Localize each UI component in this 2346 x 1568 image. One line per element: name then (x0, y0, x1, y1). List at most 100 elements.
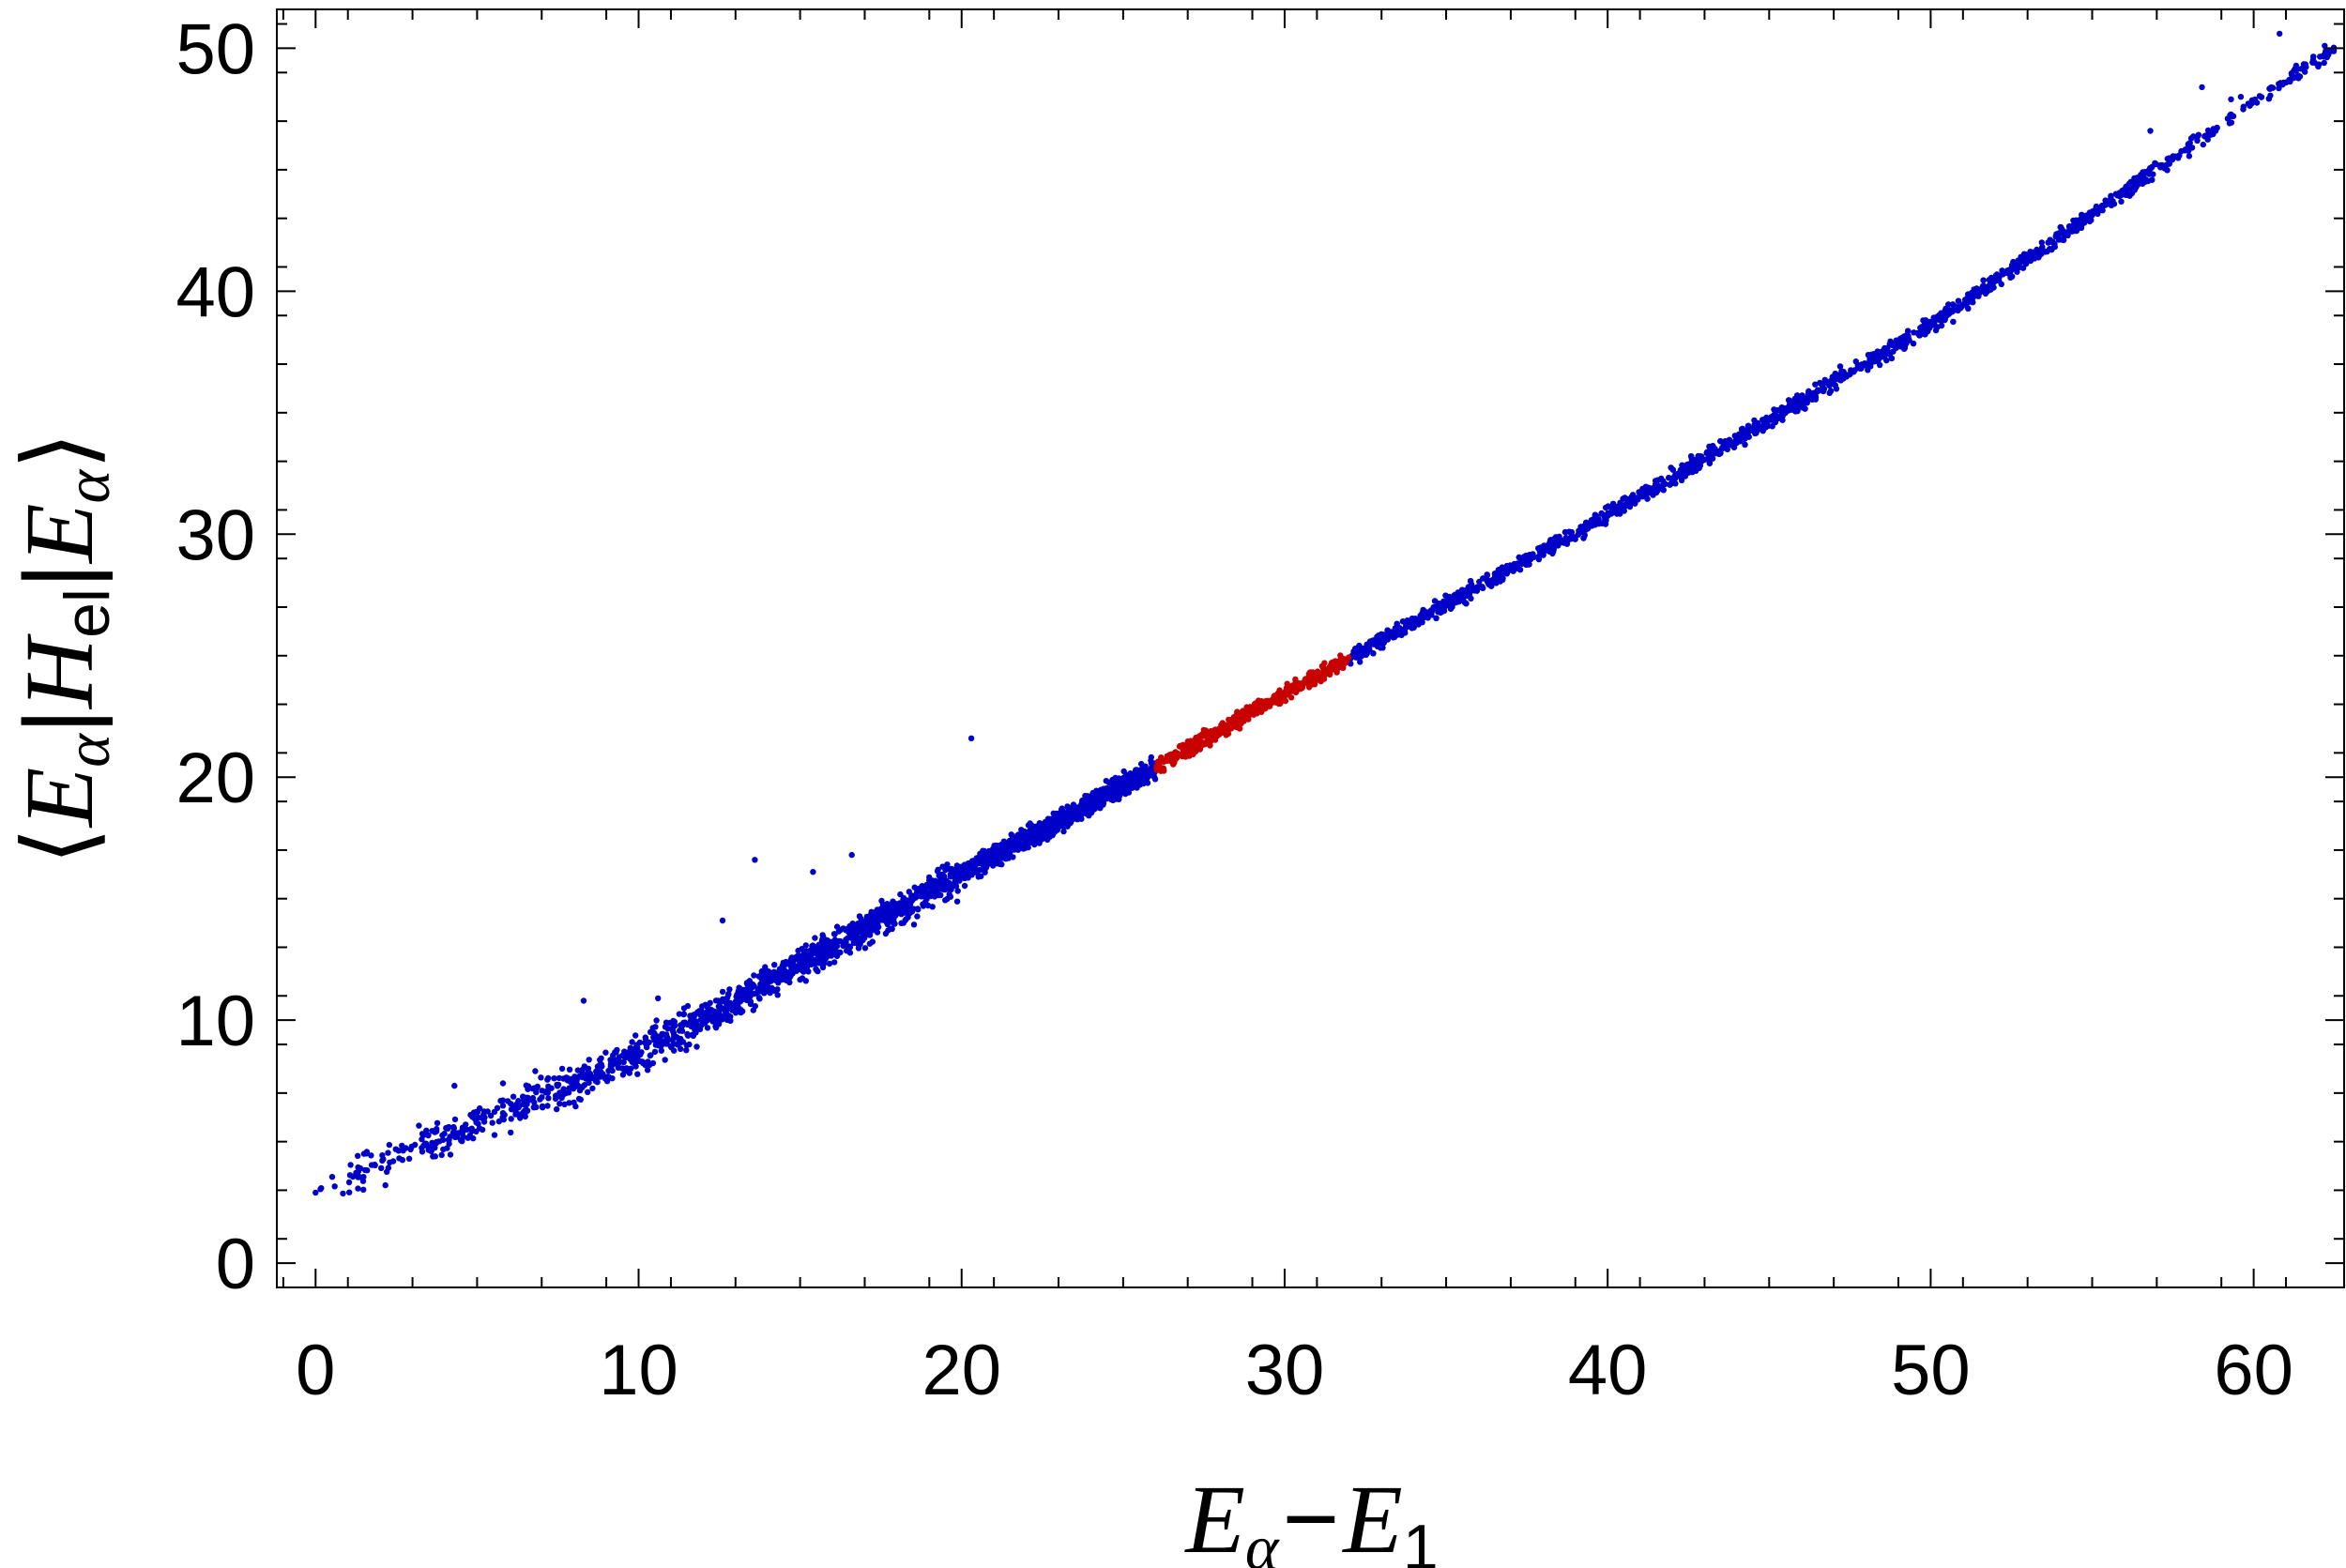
data-point (1243, 710, 1250, 717)
data-point (861, 945, 869, 951)
data-point (2194, 137, 2201, 144)
data-point (649, 1059, 657, 1067)
data-point (2276, 84, 2282, 92)
data-point (1888, 355, 1896, 362)
data-point (312, 1189, 319, 1196)
data-point (691, 1012, 697, 1020)
data-point (985, 847, 993, 855)
data-point (1269, 696, 1276, 704)
data-point (609, 1075, 616, 1082)
data-point (378, 1165, 385, 1172)
data-point (2006, 268, 2013, 275)
data-point (737, 985, 743, 992)
data-point (794, 963, 800, 970)
data-point (2060, 236, 2067, 244)
data-point (815, 941, 823, 948)
data-point (668, 1044, 675, 1051)
data-point (894, 906, 901, 913)
data-point (928, 887, 936, 893)
data-point (1905, 335, 1912, 342)
data-point (1620, 495, 1626, 502)
data-point (579, 1084, 586, 1091)
data-point (1938, 310, 1944, 316)
data-point (845, 944, 852, 951)
data-point (628, 1065, 634, 1073)
data-point (1911, 329, 1917, 336)
data-point (1519, 557, 1527, 565)
data-point (1419, 609, 1426, 616)
data-point (705, 1010, 712, 1016)
data-point (751, 972, 757, 979)
data-point (477, 1104, 483, 1112)
data-point (538, 1074, 544, 1081)
data-point (865, 916, 872, 923)
data-point (995, 855, 1001, 861)
data-point (2079, 219, 2087, 225)
data-point (1857, 365, 1864, 372)
data-point (762, 964, 769, 970)
data-point (653, 1017, 660, 1024)
data-point (1802, 405, 1808, 412)
data-point (2258, 94, 2264, 100)
data-point (1370, 638, 1377, 646)
data-point (2302, 69, 2308, 75)
data-point (586, 1070, 594, 1077)
data-point (1447, 599, 1455, 605)
data-point (1669, 477, 1676, 484)
data-point (1922, 323, 1928, 329)
data-point (495, 1118, 502, 1125)
data-point (953, 898, 961, 905)
data-point (464, 1126, 470, 1134)
data-point (459, 1138, 465, 1145)
data-point (360, 1150, 368, 1157)
data-point (1075, 814, 1082, 821)
x-tick-label: 50 (1891, 1331, 1971, 1410)
data-point (906, 909, 913, 917)
data-point (1149, 766, 1155, 772)
data-point (1742, 435, 1748, 442)
data-point (1035, 830, 1042, 838)
data-point (1470, 587, 1478, 594)
data-point (683, 1047, 690, 1054)
data-point (1815, 388, 1822, 394)
data-point (634, 1071, 641, 1077)
data-point (1760, 420, 1768, 427)
data-point (1535, 545, 1542, 552)
data-point (368, 1152, 374, 1159)
data-point (703, 1003, 710, 1010)
data-point (598, 1055, 604, 1062)
data-point (809, 943, 815, 950)
data-point (1678, 477, 1685, 483)
x-axis-label: Eα−E1 (1183, 1465, 1438, 1568)
data-point (1667, 481, 1673, 488)
data-point (1562, 535, 1570, 541)
data-point (882, 930, 890, 937)
data-point (771, 962, 778, 968)
data-point (759, 970, 766, 977)
data-point (693, 1043, 700, 1050)
data-point (405, 1155, 413, 1163)
data-point (771, 986, 778, 994)
data-point (1464, 586, 1470, 593)
data-point (972, 869, 979, 875)
data-point (1715, 448, 1723, 455)
data-point (799, 965, 806, 971)
data-point (2321, 59, 2327, 67)
data-point (407, 1146, 414, 1153)
data-point (725, 991, 732, 998)
data-point (783, 960, 790, 967)
data-point (539, 1104, 546, 1111)
data-point (1210, 736, 1216, 742)
data-point (826, 960, 833, 967)
data-point (1625, 501, 1632, 508)
data-point (678, 1045, 684, 1053)
data-point (1440, 607, 1448, 615)
data-point (954, 888, 961, 894)
data-point (2149, 176, 2156, 183)
data-point (554, 1083, 561, 1089)
data-point (586, 1057, 592, 1063)
data-point (579, 1071, 586, 1077)
data-point (645, 1058, 651, 1065)
data-point (1298, 680, 1305, 687)
data-point (792, 954, 799, 961)
